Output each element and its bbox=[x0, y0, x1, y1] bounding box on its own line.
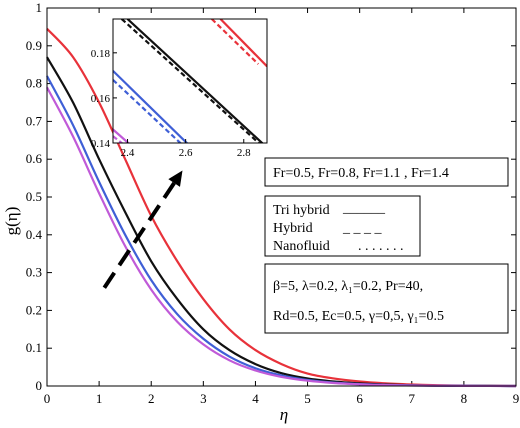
trend-arrow-shaft bbox=[102, 181, 176, 289]
x-tick-label: 9 bbox=[513, 391, 520, 406]
y-tick-label: 0.1 bbox=[26, 340, 42, 355]
inset-x-tick-label: 2.8 bbox=[237, 147, 251, 159]
inset-line-2 bbox=[126, 19, 264, 143]
legend-tri-hybrid-style: ______ bbox=[342, 201, 386, 216]
inset-line-6 bbox=[113, 128, 130, 143]
x-tick-label: 1 bbox=[96, 391, 103, 406]
y-tick-label: 1 bbox=[36, 0, 43, 15]
inset-line-0 bbox=[219, 19, 267, 68]
plot-frame bbox=[46, 7, 517, 387]
params-line-2: Rd=0.5, Ec=0.5, γ=0,5, γ₁=0.5 bbox=[273, 309, 444, 324]
x-tick-label: 0 bbox=[44, 391, 51, 406]
inset-line-7 bbox=[113, 135, 124, 143]
x-tick-label: 4 bbox=[252, 391, 259, 406]
inset-x-tick-label: 2.6 bbox=[179, 147, 193, 159]
inset-x-tick-label: 2.4 bbox=[121, 147, 135, 159]
y-tick-label: 0 bbox=[36, 378, 43, 393]
inset-y-tick-label: 0.14 bbox=[91, 138, 111, 150]
legend-nanofluid: Nanofluid bbox=[273, 239, 330, 254]
fluid-legend-box bbox=[264, 195, 421, 257]
y-tick-label: 0.9 bbox=[26, 38, 42, 53]
y-tick-label: 0.5 bbox=[26, 189, 42, 204]
x-tick-label: 5 bbox=[304, 391, 311, 406]
inset-lines bbox=[113, 19, 267, 143]
x-tick-label: 8 bbox=[461, 391, 468, 406]
fr-legend-text: Fr=0.5, Fr=0.8, Fr=1.1 , Fr=1.4 bbox=[273, 166, 449, 181]
plot-area: 0 1 2 3 4 5 6 7 8 9 0 0.1 0.2 0.3 0.4 0.5 0.6 0.7 0.8 0.9 1 bbox=[26, 0, 520, 406]
inset-frame bbox=[112, 18, 268, 144]
y-tick-label: 0.4 bbox=[26, 227, 43, 242]
legend-hybrid: Hybrid bbox=[273, 221, 313, 236]
legend-hybrid-style: _ _ _ _ bbox=[342, 221, 383, 236]
params-box bbox=[264, 263, 509, 334]
y-tick-label: 0.3 bbox=[26, 265, 42, 280]
inset-plot: 2.4 2.6 2.8 0.14 0.16 0.18 bbox=[91, 18, 268, 159]
inset-line-1 bbox=[211, 19, 260, 65]
legend-tri-hybrid: Tri hybrid bbox=[273, 203, 330, 218]
inset-y-tick-label: 0.18 bbox=[91, 48, 111, 60]
legend-nanofluid-style: . . . . . . . bbox=[358, 239, 404, 254]
y-tick-label: 0.6 bbox=[26, 151, 43, 166]
params-line-1: β=5, λ=0.2, λ₁=0.2, Pr=40, bbox=[273, 279, 423, 294]
inset-line-4 bbox=[113, 70, 189, 143]
y-axis-label: g(η) bbox=[2, 207, 21, 236]
inset-line-3 bbox=[120, 19, 261, 143]
y-tick-label: 0.2 bbox=[26, 302, 42, 317]
fr-legend-box bbox=[264, 157, 509, 187]
x-tick-label: 7 bbox=[409, 391, 416, 406]
inset-y-tick-label: 0.16 bbox=[91, 93, 111, 105]
trend-arrow-head bbox=[168, 170, 183, 187]
x-tick-label: 6 bbox=[356, 391, 363, 406]
x-tick-label: 3 bbox=[200, 391, 207, 406]
x-tick-label: 2 bbox=[148, 391, 155, 406]
y-tick-label: 0.7 bbox=[26, 113, 43, 128]
y-tick-label: 0.8 bbox=[26, 76, 42, 91]
x-axis-label: η bbox=[280, 405, 288, 424]
